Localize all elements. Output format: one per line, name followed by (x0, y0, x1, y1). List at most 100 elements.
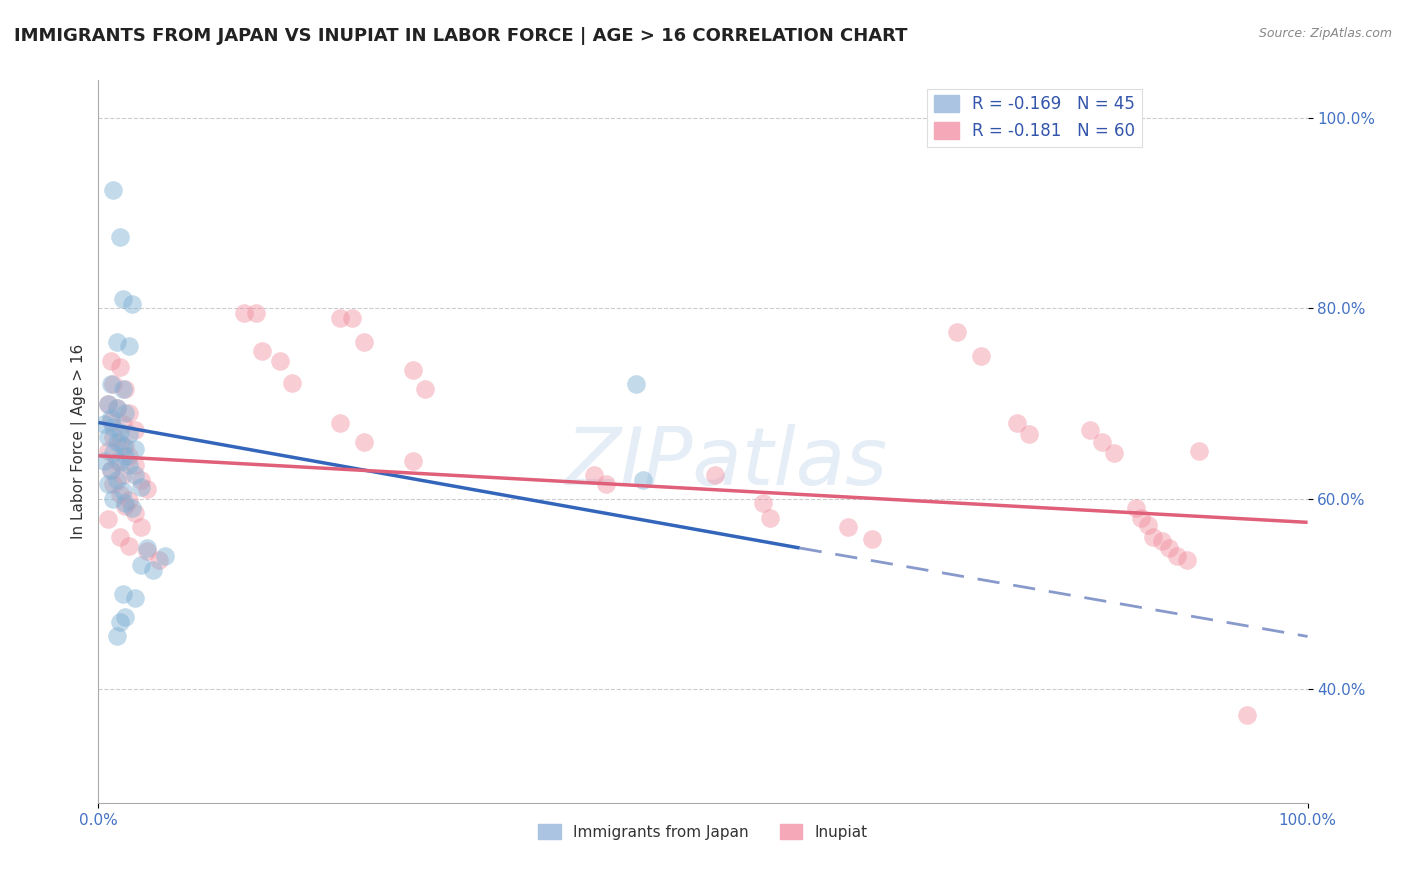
Point (97, 396, 120, 410)
Point (135, 544, 157, 558)
Point (100, 463, 122, 477)
Point (108, 425, 131, 439)
Point (135, 482, 157, 496)
Point (105, 401, 128, 416)
Point (114, 439, 136, 453)
Point (108, 455, 131, 469)
Point (100, 414, 122, 428)
Point (114, 449, 136, 463)
Point (111, 439, 134, 453)
Point (329, 416, 352, 430)
Point (100, 353, 122, 368)
Point (153, 549, 176, 563)
Point (118, 493, 141, 508)
Point (124, 442, 146, 457)
Point (1142, 530, 1164, 544)
Point (111, 483, 134, 498)
Point (704, 467, 727, 482)
Point (583, 467, 606, 482)
Point (105, 334, 128, 349)
Point (329, 310, 352, 325)
Point (752, 496, 775, 510)
Point (111, 417, 134, 432)
Point (114, 499, 136, 513)
Point (105, 434, 128, 449)
Point (1102, 446, 1125, 460)
Point (837, 520, 859, 534)
Point (111, 587, 134, 601)
Point (1007, 416, 1029, 430)
Point (1129, 510, 1152, 524)
Point (129, 520, 152, 534)
Point (946, 325, 969, 339)
Point (100, 410, 122, 425)
Point (631, 473, 654, 487)
Point (402, 453, 425, 467)
Point (118, 458, 141, 473)
Point (342, 310, 364, 325)
Point (1091, 434, 1114, 449)
Point (135, 541, 157, 555)
Point (108, 434, 131, 449)
Point (97, 512, 120, 526)
Y-axis label: In Labor Force | Age > 16: In Labor Force | Age > 16 (72, 344, 87, 539)
Point (118, 449, 141, 463)
Point (108, 615, 131, 630)
Point (97, 396, 120, 410)
Point (124, 458, 146, 473)
Point (105, 629, 128, 643)
Point (1157, 541, 1180, 555)
Point (250, 344, 273, 359)
Point (118, 426, 141, 441)
Point (1188, 444, 1211, 458)
Point (353, 334, 375, 349)
Point (124, 467, 146, 482)
Point (129, 558, 152, 573)
Point (93, 417, 115, 432)
Point (108, 530, 131, 544)
Point (121, 296, 143, 310)
Point (108, 360, 131, 375)
Point (100, 463, 122, 477)
Point (118, 539, 141, 553)
Point (1152, 534, 1174, 549)
Point (758, 510, 780, 524)
Text: Source: ZipAtlas.com: Source: ZipAtlas.com (1258, 27, 1392, 40)
Point (114, 496, 136, 510)
Point (413, 382, 436, 396)
Point (101, 477, 124, 491)
Point (97, 430, 120, 444)
Point (129, 473, 152, 487)
Point (860, 533, 883, 547)
Point (114, 406, 136, 420)
Point (1078, 423, 1101, 437)
Point (1166, 549, 1188, 563)
Point (108, 487, 131, 501)
Legend: Immigrants from Japan, Inupiat: Immigrants from Japan, Inupiat (531, 818, 875, 846)
Point (353, 434, 375, 449)
Point (105, 453, 128, 467)
Point (148, 553, 170, 567)
Point (105, 473, 128, 487)
Point (124, 506, 146, 520)
Point (105, 401, 128, 416)
Point (111, 382, 134, 396)
Point (101, 420, 124, 434)
Point (245, 306, 267, 320)
Point (93, 453, 115, 467)
Point (124, 591, 146, 606)
Point (232, 306, 254, 320)
Point (402, 363, 425, 377)
Point (1125, 501, 1147, 516)
Point (281, 376, 304, 390)
Point (1018, 426, 1040, 441)
Text: ZIPatlas: ZIPatlas (567, 425, 889, 502)
Point (1136, 518, 1159, 533)
Point (970, 349, 993, 363)
Point (129, 480, 152, 494)
Point (626, 377, 648, 392)
Point (111, 467, 134, 482)
Point (97, 444, 120, 458)
Point (100, 377, 122, 392)
Point (124, 423, 146, 437)
